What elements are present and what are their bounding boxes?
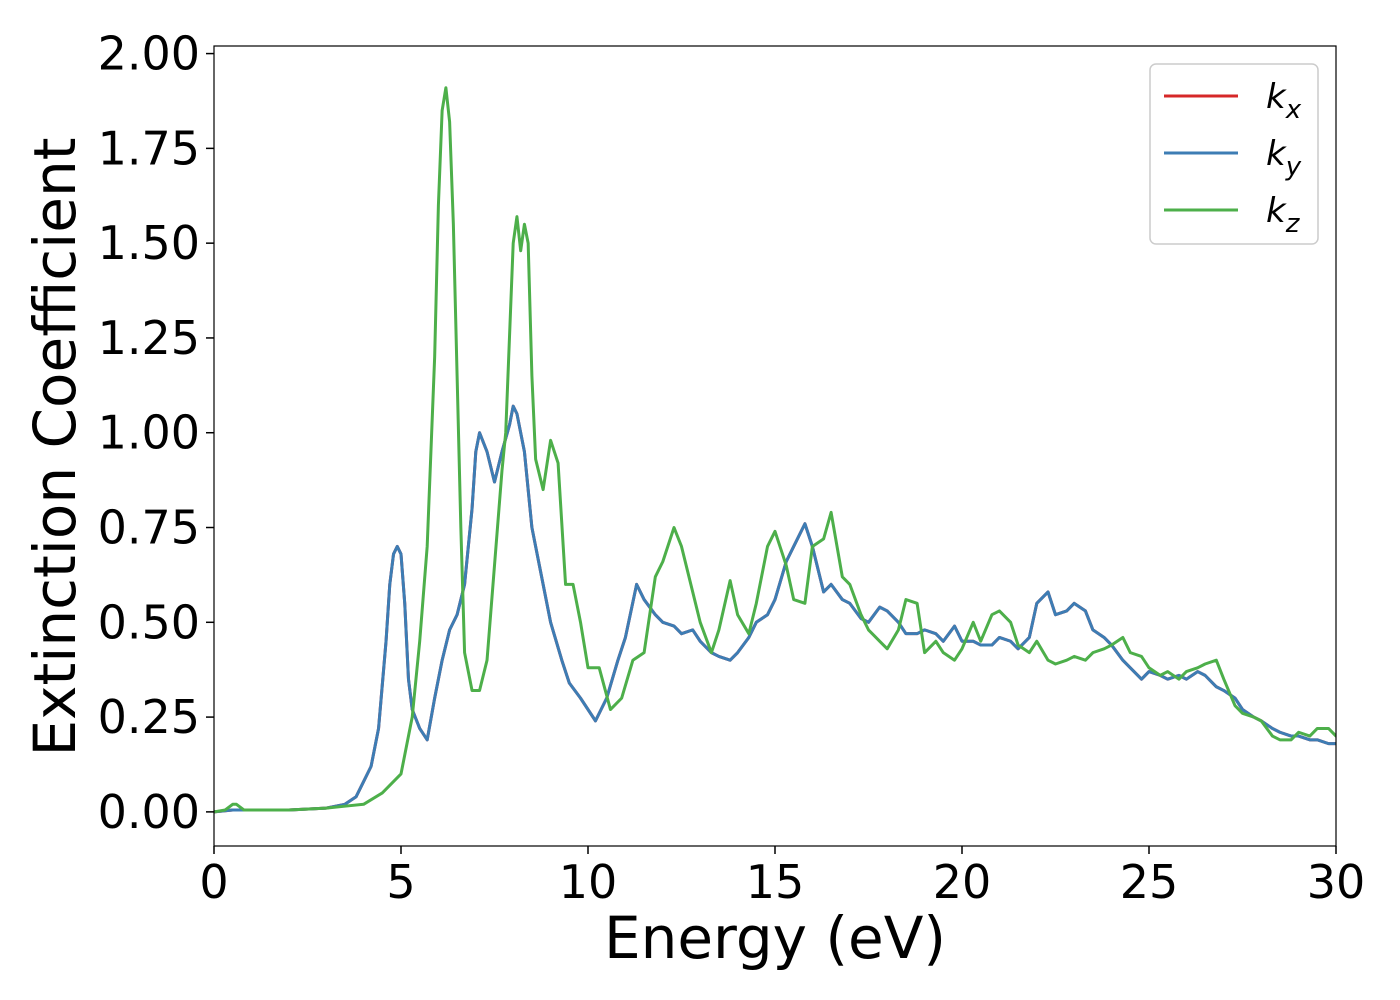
y-tick-label: 0.50 [98,595,200,649]
x-tick-label: 5 [386,855,415,909]
x-axis-ticks: 0 5 10 15 20 25 30 [199,846,1365,909]
x-tick-label: 0 [199,855,228,909]
legend-label-y: ky [1266,134,1302,182]
y-tick-label: 0.00 [98,785,200,839]
series-line-z [214,86,1336,814]
x-tick-label: 20 [933,855,992,909]
y-tick-label: 1.50 [98,216,200,270]
y-axis-title: Extinction Coefficient [21,138,89,757]
legend-label-z: kz [1266,191,1301,239]
series-line-y [214,404,1336,814]
x-tick-label: 30 [1307,855,1366,909]
y-tick-label: 1.00 [98,406,200,460]
y-tick-label: 1.25 [98,311,200,365]
legend: kx ky kz [1149,63,1319,245]
legend-label-x: kx [1266,77,1302,125]
y-tick-label: 1.75 [98,121,200,175]
x-tick-label: 25 [1120,855,1179,909]
x-tick-label: 15 [746,855,805,909]
series-line-x [214,404,1336,814]
y-tick-label: 0.25 [98,690,200,744]
x-axis-title: Energy (eV) [604,904,946,972]
y-tick-label: 2.00 [98,27,200,81]
y-axis-ticks: 0.00 0.25 0.50 0.75 1.00 1.25 1.50 1.75 2.00 [98,27,214,839]
y-tick-label: 0.75 [98,501,200,555]
x-tick-label: 10 [559,855,618,909]
